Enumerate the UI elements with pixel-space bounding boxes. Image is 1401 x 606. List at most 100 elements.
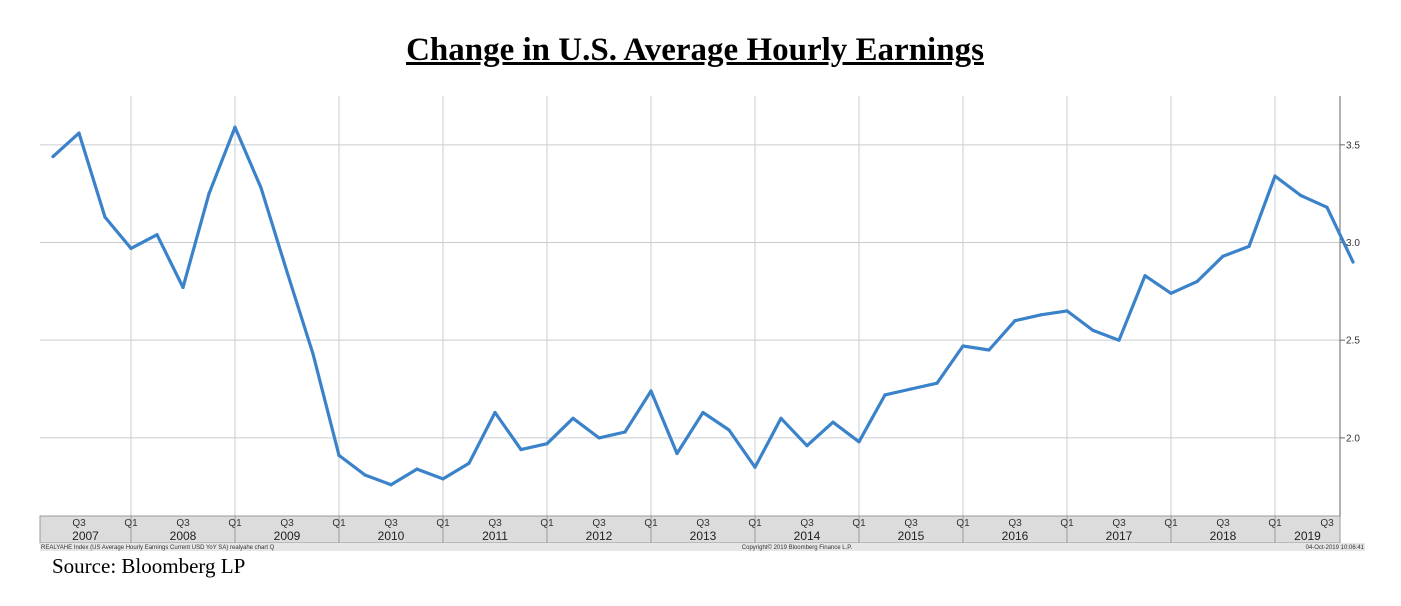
data-point [1117,338,1121,342]
footer-band [40,543,1365,551]
data-point [519,447,523,452]
y-tick-label: 2.0 [1346,433,1360,444]
data-point [597,436,601,440]
y-tick-label: 2.5 [1346,336,1360,347]
quarter-label: Q3 [72,518,86,529]
data-point [857,440,861,444]
data-point [779,416,783,420]
quarter-label: Q3 [488,518,502,529]
data-point [1247,244,1251,249]
data-point [1299,194,1303,198]
data-point [909,387,913,391]
data-point [1065,309,1069,313]
year-label: 2010 [378,529,405,543]
year-label: 2017 [1106,529,1133,543]
data-point [155,233,159,237]
source-note: Source: Bloomberg LP [52,554,246,578]
data-point [727,428,731,432]
series-line [51,125,1355,487]
quarter-label: Q3 [384,518,398,529]
data-point [1143,274,1147,278]
plot-area: 2.0 2.5 3.0 3.5 Q3 Q1 Q3 Q1 Q3 Q1 Q3 Q1 Q3 Q1 Q3 Q1 Q3 Q1… [39,96,1365,551]
quarter-label: Q3 [280,518,294,529]
data-point [675,451,679,456]
data-point [415,467,419,471]
data-point [1273,174,1277,178]
data-point [51,154,55,159]
data-point [1039,313,1043,317]
chart-title: Change in U.S. Average Hourly Earnings [406,32,984,68]
quarter-label: Q1 [1060,518,1074,529]
data-point [1221,254,1225,258]
data-point [493,410,497,415]
quarter-label: Q3 [800,518,814,529]
data-point [389,483,393,487]
year-label: 2007 [72,529,99,543]
data-point [1169,291,1173,295]
quarter-label: Q1 [748,518,762,529]
data-point [883,393,887,397]
year-label: 2012 [586,529,613,543]
data-point [831,420,835,424]
x-axis-band [39,515,1341,544]
data-point [441,477,445,481]
quarter-label: Q1 [540,518,554,529]
quarter-label: Q3 [176,518,190,529]
data-point [337,453,341,458]
quarter-label: Q3 [904,518,918,529]
quarter-label: Q3 [1112,518,1126,529]
quarter-label: Q1 [228,518,242,529]
year-label: 2015 [898,529,925,543]
data-point [181,285,185,290]
quarter-label: Q1 [124,518,138,529]
data-point [311,352,315,356]
quarter-label: Q3 [592,518,606,529]
year-label: 2011 [482,529,508,543]
quarter-label: Q3 [696,518,710,529]
data-point [1013,319,1017,323]
year-label: 2019 [1294,529,1321,543]
data-point [77,131,81,135]
year-label: 2013 [690,529,717,543]
data-point [233,125,237,129]
data-point [649,389,653,393]
quarter-label: Q1 [436,518,450,529]
year-label: 2008 [170,529,197,543]
y-tick-label: 3.5 [1346,140,1360,151]
quarter-label: Q1 [852,518,866,529]
year-label: 2016 [1002,529,1029,543]
data-point [467,461,471,465]
data-point [961,344,965,348]
quarter-label: Q1 [956,518,970,529]
quarter-label: Q3 [1216,518,1230,529]
data-point [103,215,107,219]
footer-center: Copyright© 2019 Bloomberg Finance L.P. [742,544,853,551]
data-point [987,348,991,352]
data-point [1195,279,1199,284]
footer-right: 04-Oct-2019 10:06:41 [1306,545,1365,551]
data-point [1351,260,1355,264]
quarter-label: Q1 [332,518,346,529]
data-point [129,246,133,250]
y-tick-label: 3.0 [1346,238,1360,249]
quarter-label: Q1 [1164,518,1178,529]
data-point [259,186,263,190]
data-point [753,465,757,469]
quarter-label: Q3 [1320,518,1334,529]
data-point [363,473,367,477]
data-point [935,381,939,385]
data-point [1091,328,1095,333]
year-label: 2009 [274,529,301,543]
quarter-label: Q1 [644,518,658,529]
data-point [623,430,627,434]
data-point [701,410,705,415]
data-point [545,442,549,446]
data-point [207,192,211,196]
quarter-label: Q3 [1008,518,1022,529]
footer-left: REALYAHE Index (US Average Hourly Earnin… [41,545,275,551]
data-point [805,444,809,448]
quarter-label: Q1 [1268,518,1282,529]
data-point [1325,205,1329,209]
year-label: 2018 [1210,529,1237,543]
